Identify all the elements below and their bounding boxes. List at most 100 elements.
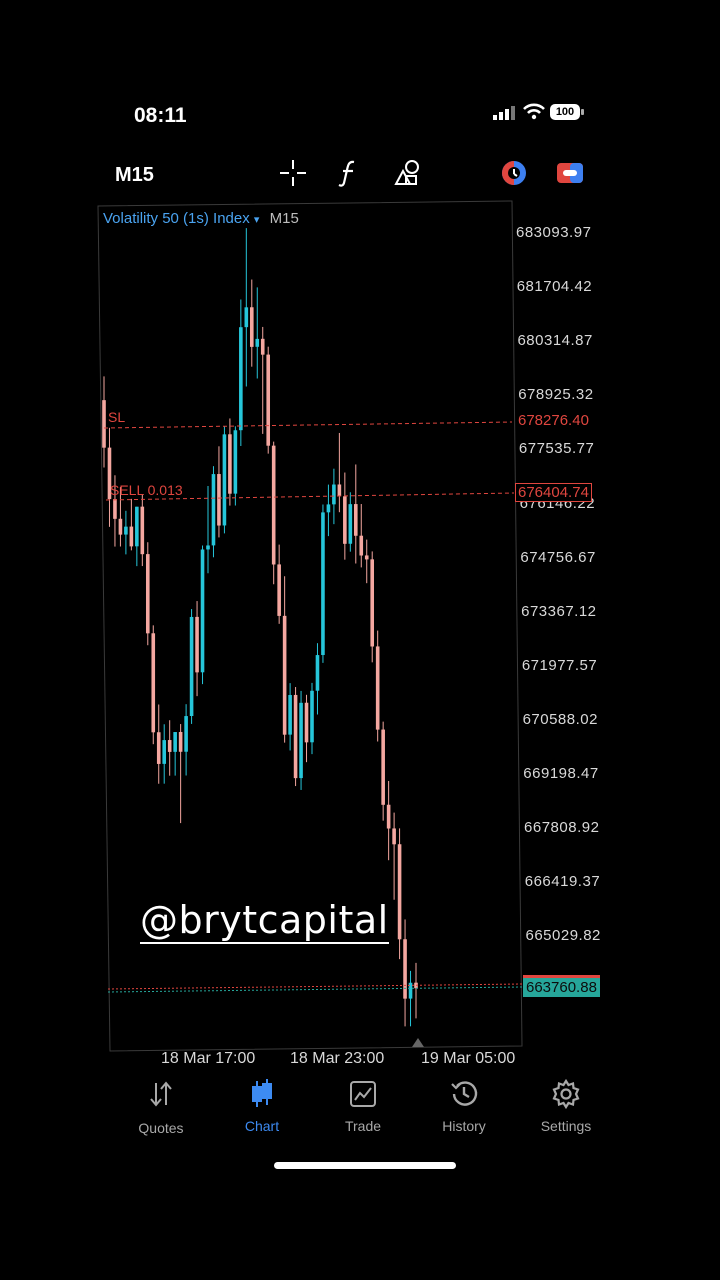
candle [195, 601, 199, 697]
quotes-icon [111, 1076, 211, 1112]
crosshair-icon[interactable] [275, 155, 311, 191]
candle [408, 970, 413, 1027]
candle [167, 720, 172, 776]
home-indicator [274, 1162, 456, 1169]
candle-body [113, 499, 117, 519]
candle-body [217, 474, 221, 526]
candle [375, 630, 380, 742]
candle [310, 682, 314, 755]
candle-body [266, 354, 271, 446]
candle [288, 683, 292, 751]
candle [304, 694, 309, 763]
candle [145, 542, 150, 646]
candle-body [145, 554, 150, 634]
candle [222, 426, 227, 534]
candle-body [304, 702, 309, 743]
candle-body [244, 307, 249, 328]
candle [211, 466, 216, 558]
current-price-line-red [107, 983, 523, 990]
candle-body [397, 844, 402, 940]
candle [107, 427, 112, 527]
sell-price-tag: 676404.74 [515, 483, 592, 502]
function-icon[interactable] [331, 155, 367, 191]
candle [348, 492, 353, 552]
candle [359, 504, 364, 568]
candle [184, 704, 188, 776]
price-axis-label: 677535.77 [518, 440, 595, 458]
symbol-timeframe: M15 [269, 210, 299, 227]
price-axis-label: 681704.42 [516, 278, 593, 296]
candle [206, 486, 210, 574]
nav-trade[interactable]: Trade [313, 1076, 413, 1134]
candle-body [151, 633, 156, 733]
candle-body [353, 504, 358, 536]
candle [315, 643, 320, 715]
candle [189, 609, 194, 724]
candle-body [386, 804, 391, 829]
nav-history[interactable]: History [414, 1076, 514, 1134]
candle [271, 441, 276, 585]
chart-icon [212, 1076, 312, 1112]
sl-price-tag: 678276.40 [518, 412, 589, 429]
candle-body [129, 526, 134, 547]
candle [337, 432, 342, 513]
candle-body [288, 695, 292, 735]
candle [293, 687, 298, 787]
candle-body [200, 549, 205, 673]
candle-body [189, 616, 194, 717]
wifi-icon [523, 103, 545, 120]
candle [392, 812, 396, 900]
symbol-dropdown-icon[interactable]: ▾ [253, 214, 260, 226]
candle-body [162, 740, 167, 764]
candle [321, 504, 325, 663]
candle [370, 551, 375, 663]
time-label: 19 Mar 05:00 [421, 1050, 516, 1067]
candle-body [293, 694, 298, 779]
candle [266, 346, 271, 454]
settings-icon [516, 1076, 616, 1112]
current-price-line-green [107, 986, 523, 993]
candle-body [364, 555, 369, 560]
candle-body [118, 518, 123, 535]
candle-body [321, 512, 325, 656]
candle-body [315, 655, 320, 691]
candle [200, 545, 205, 685]
signal-icon [493, 106, 515, 120]
nav-settings[interactable]: Settings [516, 1076, 616, 1134]
nav-label: Trade [344, 1118, 382, 1134]
price-axis-label: 673367.12 [521, 602, 597, 620]
time-label: 18 Mar 17:00 [161, 1050, 256, 1067]
trade-toggle-icon[interactable] [552, 155, 588, 191]
one-click-trading-icon[interactable] [496, 155, 532, 191]
watermark: @brytcapital [140, 898, 389, 944]
candle-body [408, 982, 413, 999]
trade-icon [313, 1076, 413, 1112]
candle-body [233, 430, 238, 494]
candle [156, 704, 161, 784]
candle [277, 544, 281, 624]
chart-symbol[interactable]: Volatility 50 (1s) Index ▾ M15 [103, 210, 299, 227]
candle [129, 498, 134, 551]
timeframe-button[interactable]: M15 [115, 164, 154, 186]
objects-icon[interactable] [389, 155, 425, 191]
candle [403, 919, 407, 1027]
candle-body [140, 506, 145, 555]
candle [228, 418, 232, 506]
nav-quotes[interactable]: Quotes [111, 1076, 211, 1136]
candle [282, 576, 287, 743]
candle-body [102, 400, 106, 448]
chart-frame [97, 200, 523, 1052]
current-price-tag: 663760.88 [523, 975, 600, 997]
candle [381, 721, 385, 821]
candle-body [299, 702, 303, 779]
candle-body [348, 504, 353, 544]
nav-chart[interactable]: Chart [212, 1076, 312, 1134]
candle-body [222, 434, 227, 526]
sell-label: SELL 0.013 [110, 482, 183, 498]
scroll-marker-icon [412, 1038, 424, 1047]
candle [217, 446, 221, 538]
price-chart[interactable] [0, 0, 720, 1080]
nav-label: Settings [540, 1118, 592, 1134]
price-axis-label: 674756.67 [520, 548, 596, 566]
symbol-name[interactable]: Volatility 50 (1s) Index [103, 210, 250, 227]
